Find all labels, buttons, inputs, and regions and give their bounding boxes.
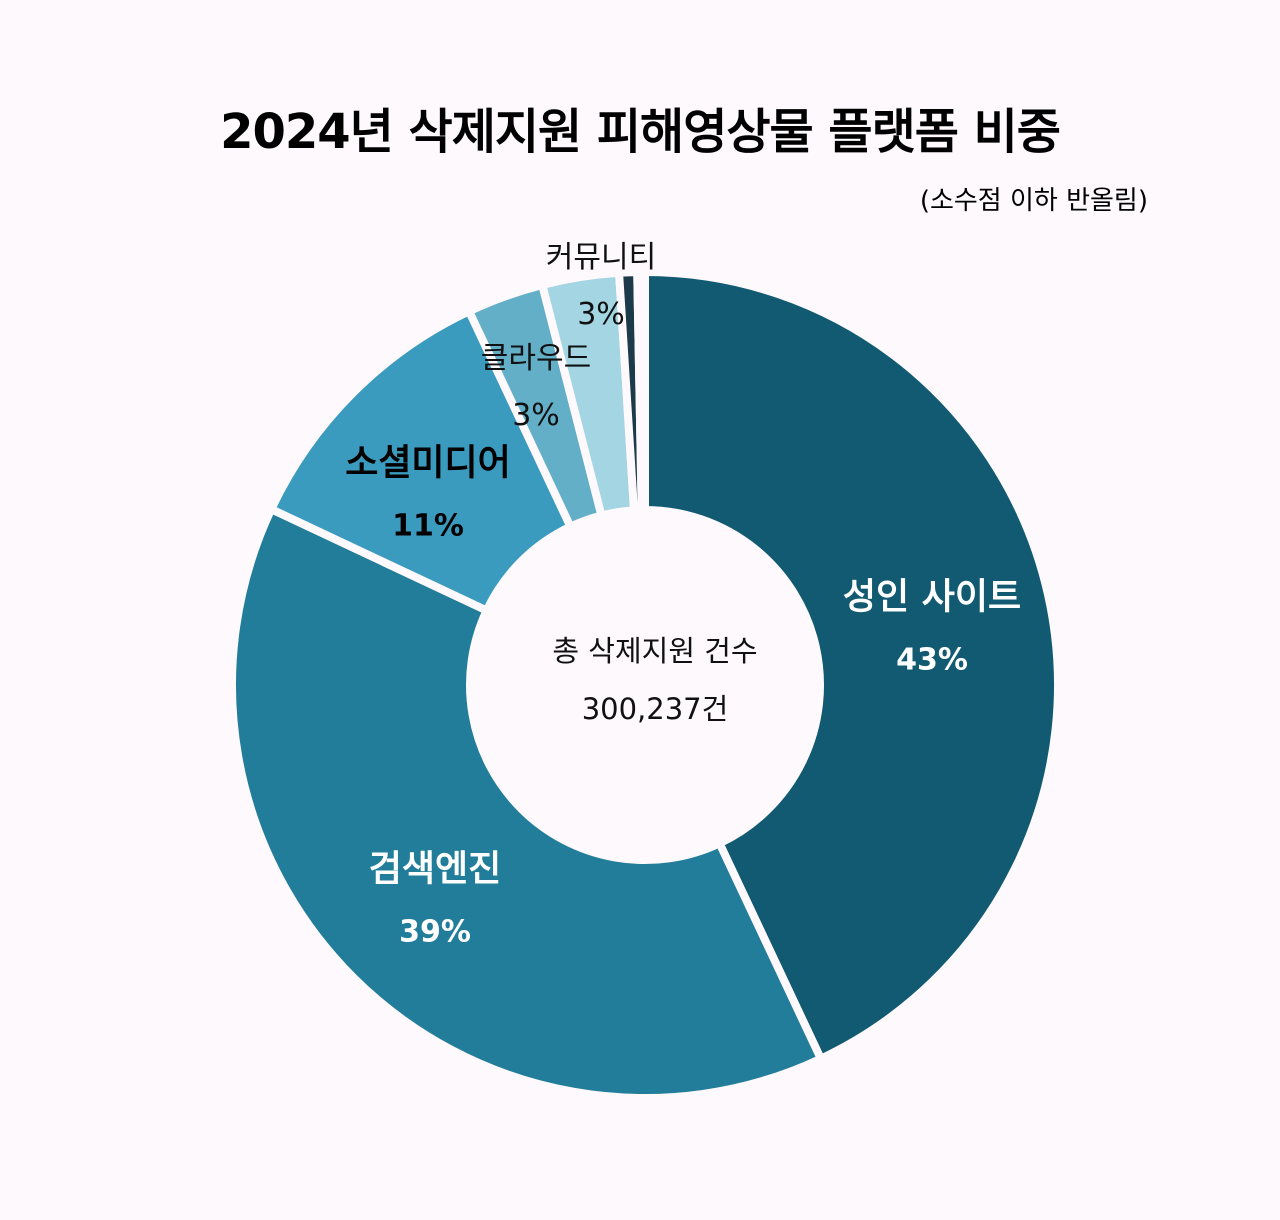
slice-name: 클라우드 (480, 341, 592, 376)
donut-slice-6 (633, 267, 649, 515)
donut-slice-0 (641, 267, 1062, 1065)
slice-label-adult-sites: 성인 사이트 43% (843, 563, 1021, 688)
slice-percent: 43% (896, 642, 968, 678)
slice-label-social-media: 소셜미디어 11% (345, 429, 511, 554)
slice-percent: 39% (399, 914, 471, 950)
slice-label-community: 커뮤니티 3% (546, 229, 656, 343)
slice-name: 성인 사이트 (842, 576, 1022, 618)
donut-slice-2 (265, 305, 576, 616)
center-value: 300,237건 (581, 692, 729, 726)
slice-name: 검색엔진 (368, 848, 502, 890)
slice-name: 소셜미디어 (345, 442, 511, 484)
chart-title: 2024년 삭제지원 피해영상물 플랫폼 비중 (220, 104, 1061, 160)
donut-slice-1 (228, 503, 827, 1102)
chart-subtitle: (소수점 이하 반올림) (919, 186, 1148, 216)
slice-percent: 3% (577, 297, 625, 332)
slice-percent: 11% (392, 508, 464, 544)
slice-percent: 3% (512, 398, 560, 433)
center-title: 총 삭제지원 건수 (552, 634, 758, 668)
slice-name: 커뮤니티 (545, 240, 657, 275)
slice-label-search-engine: 검색엔진 39% (369, 835, 501, 960)
slice-label-cloud: 클라우드 3% (481, 330, 591, 444)
donut-center-label: 총 삭제지원 건수 300,237건 (552, 622, 757, 738)
